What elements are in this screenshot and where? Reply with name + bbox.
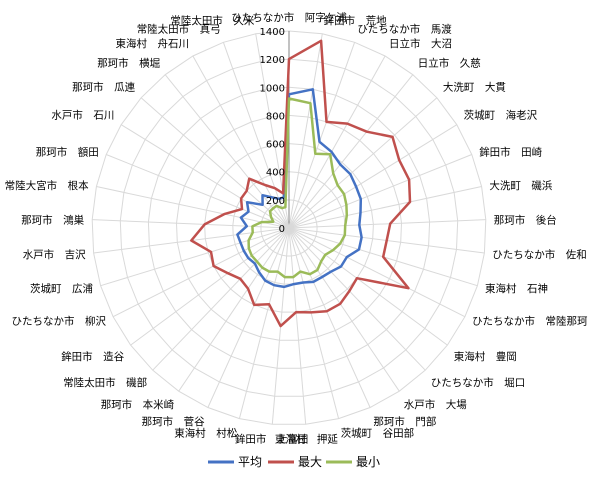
tick-label: 200 [266, 196, 285, 207]
category-label: 那珂市 横堀 [97, 57, 160, 70]
grid-spoke [164, 74, 290, 229]
grid-spoke [192, 55, 290, 229]
grid-ring [204, 143, 374, 313]
category-label: 日立市 大沼 [389, 37, 452, 50]
category-label: 東海村 舟石川 [116, 37, 190, 50]
grid-spoke [288, 74, 414, 229]
grid-spoke [288, 55, 386, 229]
tick-label: 400 [266, 168, 285, 179]
series-line-3 [247, 97, 349, 279]
category-label: 日立市 久慈 [418, 57, 481, 70]
category-label: 鉾田市 荒地 [324, 14, 387, 27]
tick-label: 0 [279, 224, 285, 235]
tick-label: 1200 [260, 55, 285, 66]
grid-ring [119, 58, 459, 397]
grid-spoke [152, 227, 290, 371]
legend-item-2: 最大 [268, 455, 322, 469]
category-label: 鉾田市 上富田 [235, 432, 309, 445]
tick-label: 800 [266, 111, 285, 122]
grid-spoke [288, 219, 486, 229]
grid-spoke [288, 97, 438, 229]
grid-spoke [238, 227, 290, 419]
category-label: 水戸市 吉沢 [23, 248, 86, 261]
category-label: 常陸太田市 磯部 [63, 376, 147, 389]
grid [91, 30, 487, 425]
tick-label: 1400 [260, 27, 285, 38]
grid-spoke [288, 227, 371, 408]
category-label: 鉾田市 造谷 [61, 350, 124, 363]
tick-label: 600 [266, 140, 285, 151]
legend-label: 最小 [356, 455, 380, 469]
grid-spoke [222, 42, 290, 229]
category-label: 茨城町 谷田部 [341, 426, 415, 439]
legend-label: 平均 [238, 455, 262, 469]
category-label: 那珂市 菅谷 [142, 415, 205, 428]
grid-ring [260, 199, 318, 257]
category-label: ひたちなか市 常陸那珂 [472, 314, 588, 327]
category-label: 那珂市 本米崎 [101, 398, 175, 411]
category-label: 東海村 押延 [275, 432, 338, 445]
category-label: 常陸大宮市 根本 [5, 179, 89, 192]
category-label: 常陸太田市 久米 [170, 14, 254, 27]
category-label: 那珂市 瓜連 [72, 81, 135, 94]
grid-spoke [288, 42, 356, 229]
grid-spoke [96, 186, 290, 229]
grid-spoke [130, 227, 290, 346]
radial-tick-labels: 0 200 400 600 800 1000 1200 1400 [260, 27, 285, 235]
category-label: ひたちなか市 佐和 [492, 248, 587, 261]
category-label: 那珂市 額田 [36, 146, 99, 159]
grid-spoke [120, 124, 290, 229]
grid-spoke [106, 154, 290, 229]
category-label: 那珂市 鴻巣 [21, 213, 84, 226]
grid-spoke [288, 124, 458, 229]
category-label: 大洗町 磯浜 [489, 179, 552, 192]
legend-label: 最大 [298, 455, 322, 469]
series-lines [190, 39, 412, 328]
grid-spoke [288, 33, 323, 229]
tick-label: 1000 [260, 83, 285, 94]
category-label: 東海村 石神 [485, 282, 548, 295]
series-line-1 [236, 88, 363, 289]
category-label: 東海村 豊岡 [454, 350, 517, 363]
category-label: 茨城町 広浦 [30, 282, 93, 295]
series-line-2 [190, 39, 412, 328]
grid-spoke [112, 227, 290, 318]
category-label: 水戸市 石川 [51, 109, 114, 122]
grid-spoke [140, 97, 290, 229]
category-label: 茨城町 海老沢 [464, 109, 538, 122]
grid-spoke [100, 227, 290, 287]
grid-spoke [288, 227, 448, 346]
grid-spoke [288, 227, 340, 419]
category-label: ひたちなか市 堀口 [431, 376, 526, 389]
grid-ring [147, 86, 431, 369]
category-label: 東海村 村松 [174, 426, 237, 439]
category-label: ひたちなか市 馬渡 [357, 23, 452, 36]
category-label: 大洗町 大貫 [443, 81, 506, 94]
category-label: 常陸太田市 真弓 [137, 23, 221, 36]
category-label: 鉾田市 田崎 [479, 146, 542, 159]
grid-spoke [288, 227, 307, 425]
legend-item-1: 平均 [208, 455, 262, 469]
legend: 平均 最大 最小 [208, 455, 380, 469]
category-label: ひたちなか市 阿字ケ浦 [231, 11, 347, 24]
category-label: 那珂市 門部 [373, 415, 436, 428]
grid-spoke [178, 227, 290, 392]
grid-spoke [288, 227, 466, 318]
grid-spoke [207, 227, 290, 408]
grid-spoke [288, 186, 482, 229]
grid-spoke [92, 219, 290, 229]
category-label: 水戸市 大場 [404, 398, 467, 411]
grid-spoke [288, 227, 400, 392]
grid-ring [175, 114, 403, 341]
legend-item-3: 最小 [326, 455, 380, 469]
grid-ring [91, 30, 487, 425]
grid-spoke [288, 154, 472, 229]
category-label: 那珂市 後台 [494, 213, 557, 226]
category-label: ひたちなか市 柳沢 [12, 314, 107, 327]
grid-spoke [288, 227, 426, 371]
